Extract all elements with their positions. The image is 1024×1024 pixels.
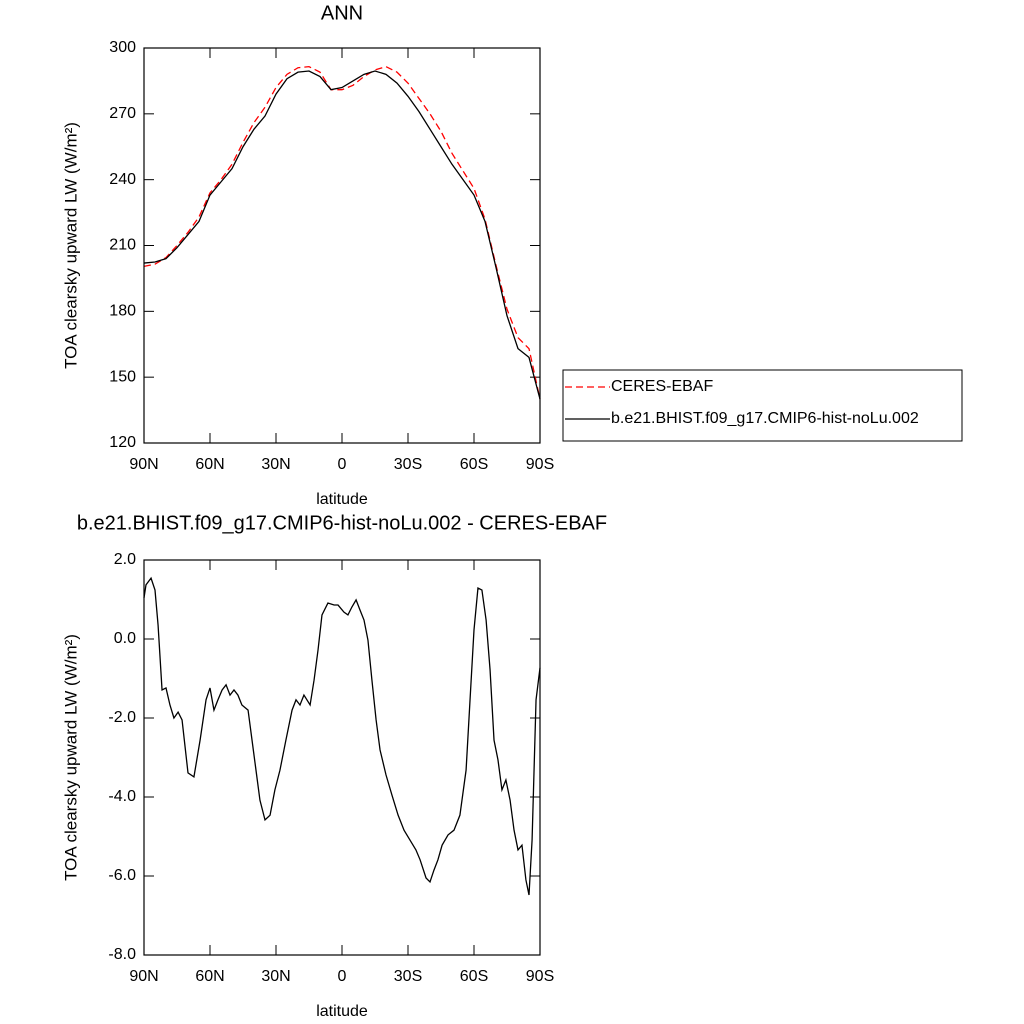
x-tick-label: 90S (526, 456, 554, 473)
data-line (143, 70, 541, 400)
y-tick-label: -2.0 (108, 709, 136, 726)
x-tick-label: 60S (460, 968, 488, 985)
y-tick-label: -8.0 (108, 946, 136, 963)
y-tick-label: 210 (109, 237, 136, 254)
x-tick-label: 30S (394, 968, 422, 985)
y-tick-label: -6.0 (108, 867, 136, 884)
x-tick-label: 0 (338, 456, 347, 473)
x-axis-label: latitude (316, 1003, 368, 1020)
x-tick-label: 90N (129, 456, 158, 473)
y-tick-label: 150 (109, 368, 136, 385)
y-tick-label: 270 (109, 105, 136, 122)
x-tick-label: 60N (195, 968, 224, 985)
y-tick-label: 0.0 (114, 630, 136, 647)
data-line (143, 576, 541, 896)
x-tick-label: 30S (394, 456, 422, 473)
y-tick-label: -4.0 (108, 788, 136, 805)
x-tick-label: 90S (526, 968, 554, 985)
y-tick-label: 120 (109, 434, 136, 451)
y-tick-label: 180 (109, 303, 136, 320)
x-tick-label: 30N (261, 968, 290, 985)
chart-title: ANN (321, 2, 363, 24)
y-tick-label: 240 (109, 171, 136, 188)
plot-frame (143, 559, 541, 956)
plot-frame (143, 47, 541, 444)
x-tick-label: 60S (460, 456, 488, 473)
x-tick-label: 0 (338, 968, 347, 985)
y-axis-label: TOA clearsky upward LW (W/m²) (61, 122, 80, 369)
legend-box (562, 369, 963, 442)
legend-label: CERES-EBAF (611, 378, 713, 395)
data-line (143, 65, 541, 400)
x-tick-label: 60N (195, 456, 224, 473)
y-tick-label: 300 (109, 39, 136, 56)
x-tick-label: 30N (261, 456, 290, 473)
x-axis-label: latitude (316, 491, 368, 508)
y-tick-label: 2.0 (114, 551, 136, 568)
y-axis-label: TOA clearsky upward LW (W/m²) (61, 634, 80, 881)
chart-title: b.e21.BHIST.f09_g17.CMIP6-hist-noLu.002 … (77, 512, 607, 534)
x-tick-label: 90N (129, 968, 158, 985)
legend-label: b.e21.BHIST.f09_g17.CMIP6-hist-noLu.002 (611, 410, 919, 427)
